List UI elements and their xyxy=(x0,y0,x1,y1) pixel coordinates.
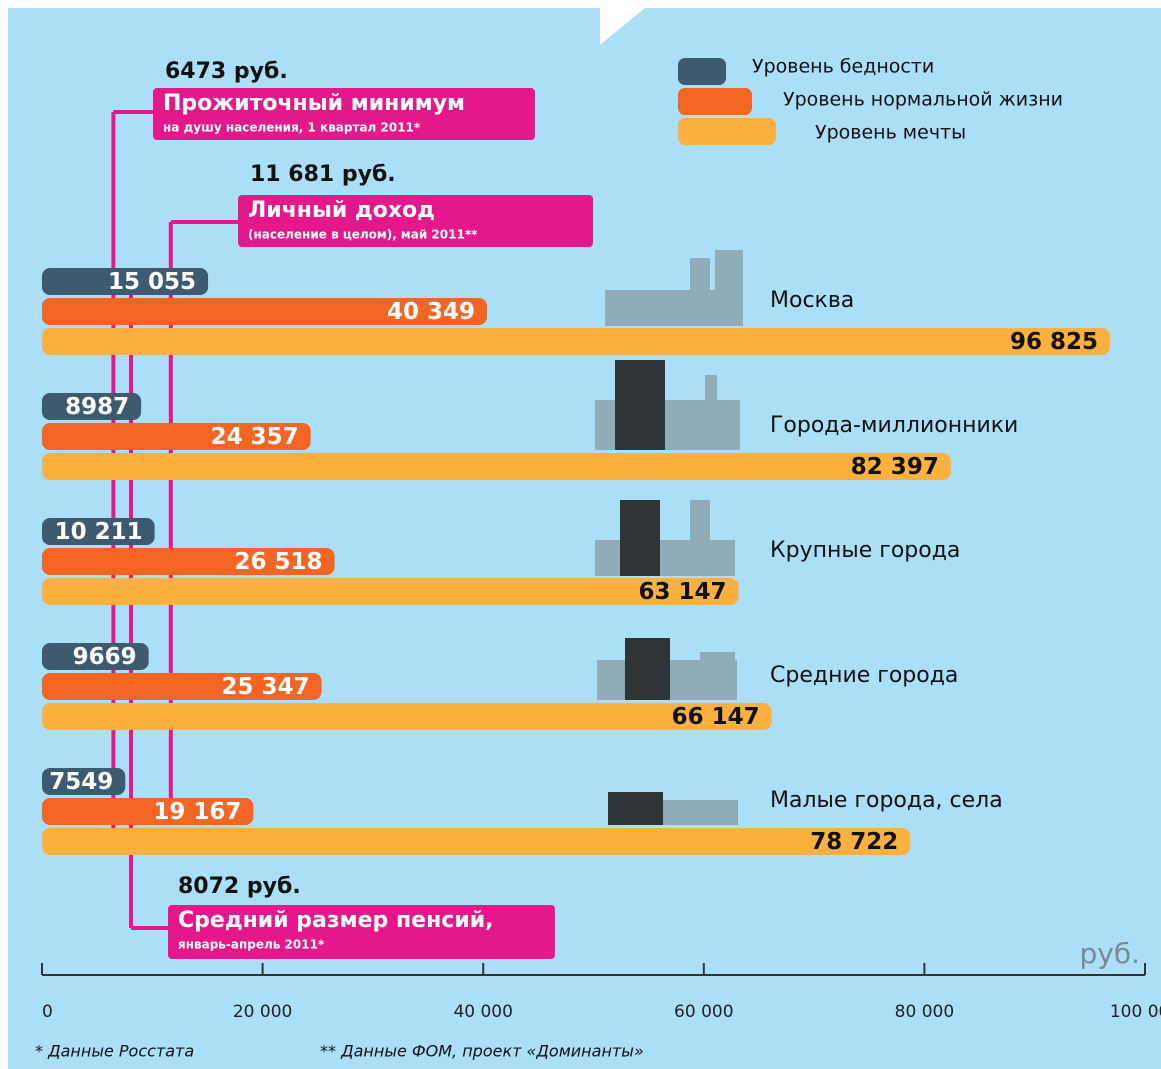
bar-value-label: 40 349 xyxy=(387,299,475,325)
footnote: ** Данные ФОМ, проект «Доминанты» xyxy=(320,1042,644,1061)
legend-label: Уровень нормальной жизни xyxy=(783,89,1063,111)
bar xyxy=(42,578,739,605)
bar xyxy=(42,298,488,325)
bar xyxy=(42,423,311,450)
annotation-note: на душу населения, 1 квартал 2011* xyxy=(163,121,421,135)
x-tick-label: 60 000 xyxy=(674,1002,733,1022)
category-label: Малые города, села xyxy=(770,788,1003,813)
annotation-value: 6473 руб. xyxy=(165,59,288,84)
bar xyxy=(42,548,335,575)
x-tick-label: 20 000 xyxy=(233,1002,292,1022)
legend-swatch xyxy=(678,58,726,85)
bar xyxy=(42,798,254,825)
bar xyxy=(42,393,142,420)
bar xyxy=(42,768,126,795)
x-tick-label: 100 000 xyxy=(1110,1002,1161,1022)
bar xyxy=(42,518,155,545)
bar-value-label: 63 147 xyxy=(638,579,726,605)
annotation-value: 11 681 руб. xyxy=(250,162,396,187)
city-icons xyxy=(595,250,743,825)
annotation-box xyxy=(153,88,535,140)
bar xyxy=(42,828,911,855)
bar-value-label: 26 518 xyxy=(234,549,322,575)
bar-value-label: 66 147 xyxy=(672,704,760,730)
bar xyxy=(42,673,322,700)
bar-value-label: 82 397 xyxy=(851,454,939,480)
annotation-title: Прожиточный минимум xyxy=(163,91,465,116)
category-label: Крупные города xyxy=(770,538,960,563)
footnote: * Данные Росстата xyxy=(35,1042,194,1061)
bar-value-label: 15 055 xyxy=(108,269,196,295)
bar-value-label: 9669 xyxy=(73,644,137,670)
category-label: Средние города xyxy=(770,663,958,688)
legend-label: Уровень мечты xyxy=(815,122,966,144)
legend-label: Уровень бедности xyxy=(752,56,934,78)
bar-value-label: 24 357 xyxy=(211,424,299,450)
bar-value-label: 7549 xyxy=(49,769,113,795)
x-tick-label: 80 000 xyxy=(895,1002,954,1022)
bar xyxy=(42,453,951,480)
legend-swatch xyxy=(678,118,776,145)
annotation-box xyxy=(168,905,555,959)
bar xyxy=(42,328,1110,355)
bar-value-label: 19 167 xyxy=(153,799,241,825)
x-tick-label: 0 xyxy=(42,1002,53,1022)
bar xyxy=(42,268,209,295)
bar-value-label: 10 211 xyxy=(55,519,143,545)
category-label: Города-миллионники xyxy=(770,413,1018,438)
x-tick-label: 40 000 xyxy=(453,1002,512,1022)
background xyxy=(8,8,1161,1069)
annotation-value: 8072 руб. xyxy=(178,874,301,899)
annotation-note: январь-апрель 2011* xyxy=(178,938,325,952)
bar-value-label: 78 722 xyxy=(810,829,898,855)
bar-value-label: 8987 xyxy=(65,394,129,420)
bar-value-label: 25 347 xyxy=(222,674,310,700)
annotation-note: (население в целом), май 2011** xyxy=(248,228,478,242)
bar xyxy=(42,643,149,670)
annotation-box xyxy=(238,195,593,247)
legend-swatch xyxy=(678,88,752,115)
annotation-title: Средний размер пенсий, xyxy=(178,908,494,933)
bar xyxy=(42,703,772,730)
annotation-title: Личный доход xyxy=(248,198,435,223)
x-unit: руб. xyxy=(1079,937,1140,970)
category-label: Москва xyxy=(770,288,854,313)
bar-value-label: 96 825 xyxy=(1010,329,1098,355)
